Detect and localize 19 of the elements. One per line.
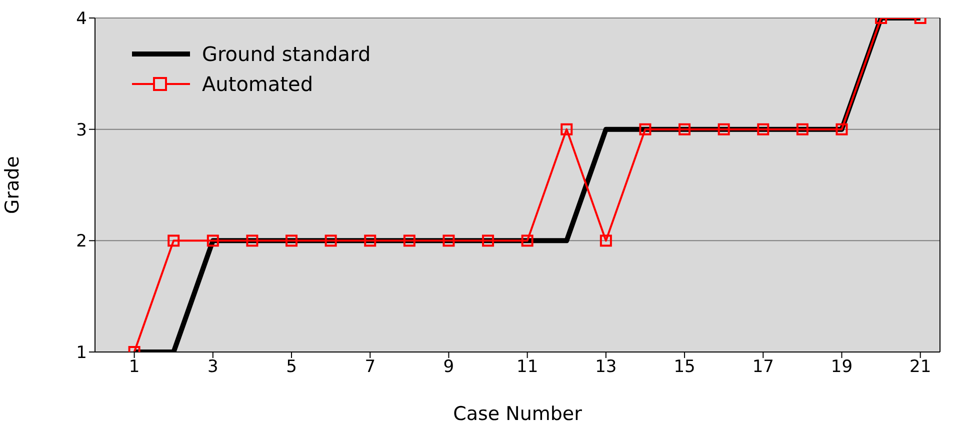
x-tick-label: 13 [595, 357, 617, 378]
x-axis-title: Case Number [453, 403, 582, 425]
legend-label: Ground standard [202, 42, 371, 66]
x-tick-label: 7 [364, 357, 376, 378]
y-tick-label: 4 [76, 9, 87, 30]
x-tick-label: 21 [910, 357, 932, 378]
y-tick-label: 2 [76, 232, 87, 252]
legend-label: Automated [202, 72, 314, 96]
x-tick-label: 15 [674, 357, 696, 378]
x-tick-label: 11 [516, 357, 538, 378]
x-tick-label: 17 [752, 357, 774, 378]
y-axis-title: Grade [2, 156, 24, 214]
x-tick-label: 3 [207, 357, 218, 378]
x-tick-label: 5 [286, 357, 297, 378]
y-tick-label: 1 [76, 343, 87, 364]
x-tick-label: 19 [830, 357, 853, 378]
y-tick-label: 3 [76, 120, 87, 140]
x-tick-label: 9 [443, 357, 454, 378]
x-tick-label: 1 [128, 357, 140, 378]
